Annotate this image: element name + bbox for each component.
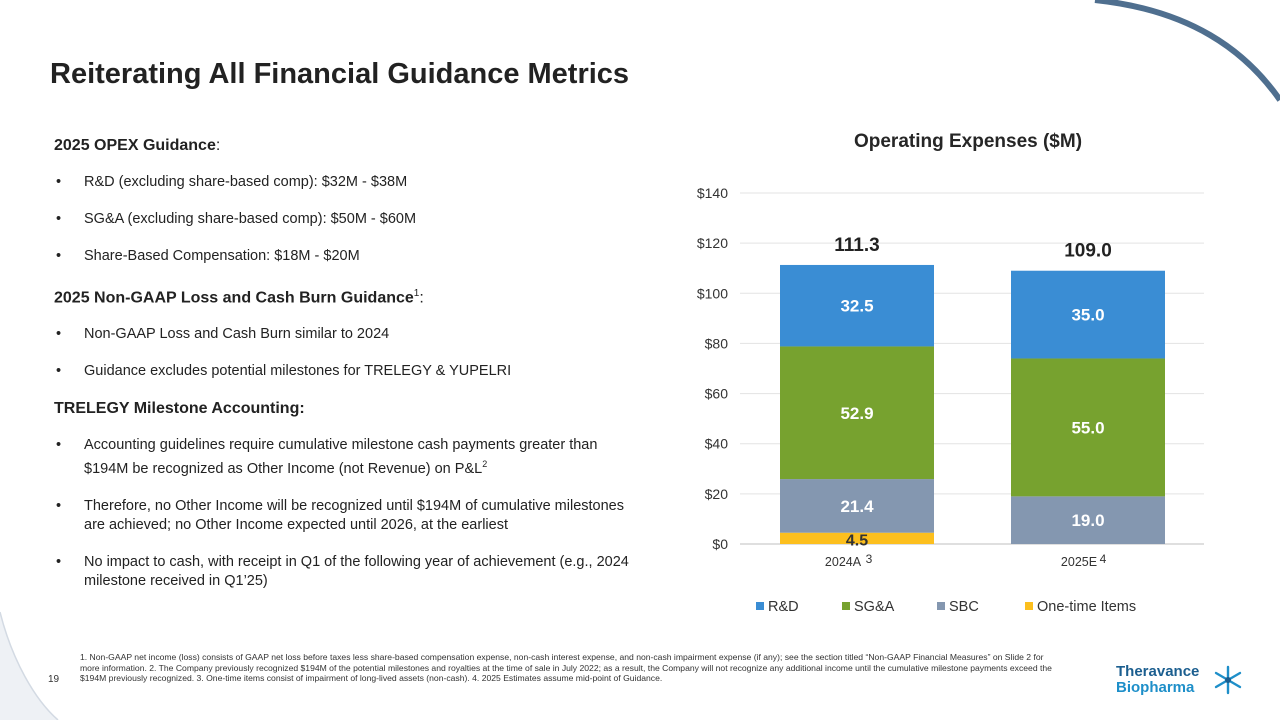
guidance-text: 2025 OPEX Guidance: R&D (excluding share…: [54, 136, 644, 609]
nongaap-bullet-1: Non-GAAP Loss and Cash Burn similar to 2…: [54, 325, 644, 344]
logo-star-icon: [1214, 665, 1242, 695]
opex-bullet-rnd: R&D (excluding share-based comp): $32M -…: [54, 173, 644, 192]
x-tick-label: 2025E: [1061, 555, 1097, 569]
opex-bullet-sga: SG&A (excluding share-based comp): $50M …: [54, 210, 644, 229]
y-tick-label: $20: [705, 486, 729, 502]
bar-segment: [1011, 358, 1165, 497]
bottom-left-curve: [0, 611, 59, 720]
data-label: 21.4: [840, 497, 874, 516]
bar-segment: [780, 264, 934, 347]
bar-segment: [1011, 270, 1165, 359]
total-label: 111.3: [834, 235, 879, 256]
top-right-curve: [1094, 0, 1280, 102]
data-label: 55.0: [1071, 418, 1104, 437]
x-tick-label: 2024A: [825, 555, 862, 569]
legend-label: SG&A: [854, 599, 895, 615]
page-title: Reiterating All Financial Guidance Metri…: [50, 58, 630, 90]
trelegy-bullet-1: Accounting guidelines require cumulative…: [54, 436, 644, 479]
trelegy-bullet-3: No impact to cash, with receipt in Q1 of…: [54, 553, 644, 591]
y-tick-label: $100: [697, 285, 728, 301]
y-tick-label: $60: [705, 386, 729, 402]
y-tick-label: $40: [705, 436, 729, 452]
nongaap-bullet-2: Guidance excludes potential milestones f…: [54, 362, 644, 381]
section-nongaap-header: 2025 Non-GAAP Loss and Cash Burn Guidanc…: [54, 288, 424, 307]
chart-title: Operating Expenses ($M): [854, 131, 1082, 152]
legend-swatch: [756, 602, 764, 610]
legend-label: One-time Items: [1037, 599, 1136, 615]
bar-segment: [780, 532, 934, 544]
trelegy-bullet-2: Therefore, no Other Income will be recog…: [54, 497, 644, 535]
opex-chart: Operating Expenses ($M) $0 $20 $40 $60 $80 $10…: [697, 131, 1204, 615]
data-label: 52.9: [840, 404, 873, 423]
logo-line1: Theravance: [1116, 663, 1200, 680]
x-tick-superscript: 3: [866, 552, 873, 566]
legend-swatch: [842, 602, 850, 610]
legend-label: SBC: [949, 599, 979, 615]
x-tick-superscript: 4: [1100, 552, 1107, 566]
y-tick-label: $80: [705, 335, 729, 351]
legend-label: R&D: [768, 599, 799, 615]
bar-segment: [1011, 496, 1165, 544]
data-label: 32.5: [840, 297, 873, 316]
page-number: 19: [48, 674, 60, 685]
y-tick-label: $140: [697, 185, 728, 201]
opex-bullet-sbc: Share-Based Compensation: $18M - $20M: [54, 247, 644, 266]
logo-line2: Biopharma: [1116, 679, 1195, 696]
legend-swatch: [937, 602, 945, 610]
bar-segment: [780, 479, 934, 533]
data-label: 4.5: [846, 533, 868, 550]
legend-swatch: [1025, 602, 1033, 610]
data-label: 35.0: [1071, 306, 1104, 325]
bottom-left-shape: [0, 612, 58, 720]
bar-segment: [780, 346, 934, 480]
footnote: 1. Non-GAAP net income (loss) consists o…: [80, 652, 1052, 684]
y-tick-label: $120: [697, 235, 728, 251]
section-trelegy-header: TRELEGY Milestone Accounting:: [54, 400, 305, 418]
company-logo: Theravance Biopharma: [1116, 663, 1242, 696]
total-label: 109.0: [1064, 241, 1112, 262]
y-tick-label: $0: [712, 536, 728, 552]
data-label: 19.0: [1071, 511, 1104, 530]
section-opex-header: 2025 OPEX Guidance:: [54, 137, 221, 154]
